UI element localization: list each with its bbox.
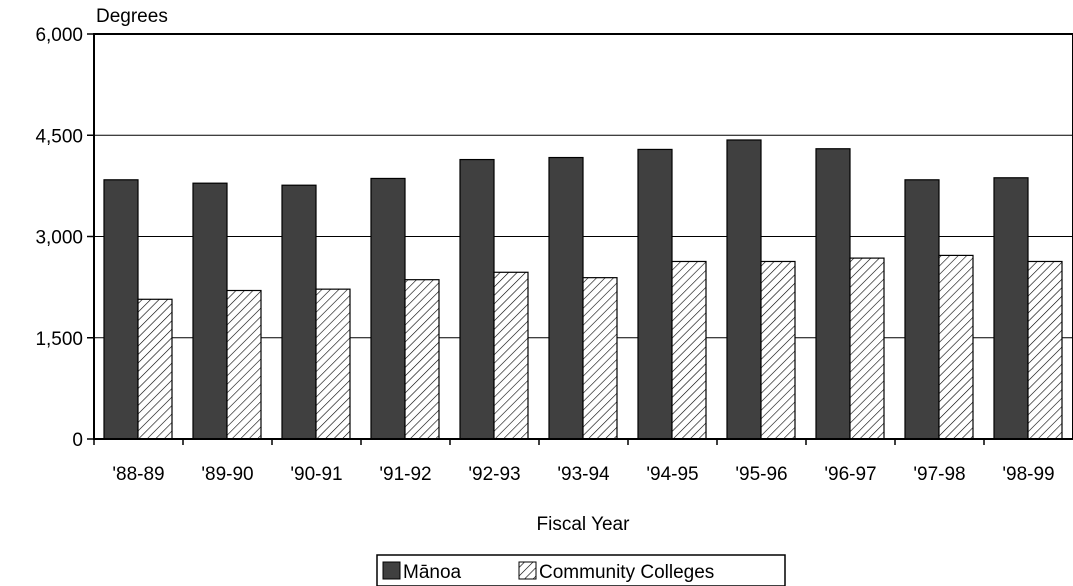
bar-manoa (103, 179, 139, 440)
x-tick-label: '89-90 (201, 464, 253, 485)
bar-manoa (548, 156, 584, 440)
bar-manoa (637, 148, 673, 440)
y-tick-label: 1,500 (35, 329, 83, 350)
x-tick-label: '95-96 (735, 464, 787, 485)
x-tick-label: '96-97 (824, 464, 876, 485)
bar-manoa (281, 184, 317, 440)
legend-label-manoa: Mānoa (403, 562, 462, 583)
y-ticks: 0 1,500 3,000 4,500 6,000 (35, 25, 94, 451)
bars (103, 139, 1063, 440)
x-tick-label: '91-92 (379, 464, 431, 485)
bar-manoa (815, 148, 851, 440)
bar-community-colleges (938, 254, 974, 440)
bar-community-colleges (404, 279, 440, 440)
bar-community-colleges (1027, 260, 1063, 440)
x-tick-label: '98-99 (1002, 464, 1054, 485)
bar-community-colleges (137, 298, 173, 440)
y-tick-label: 3,000 (35, 228, 83, 249)
y-tick-label: 0 (72, 430, 83, 451)
bar-manoa (726, 139, 762, 440)
x-tick-label: '88-89 (112, 464, 164, 485)
bar-community-colleges (226, 289, 262, 440)
x-tick-label: '90-91 (290, 464, 342, 485)
bar-community-colleges (760, 260, 796, 440)
x-tick-label: '94-95 (646, 464, 698, 485)
legend: Mānoa Community Colleges (376, 554, 786, 586)
x-axis-title: Fiscal Year (537, 514, 631, 535)
bar-community-colleges (671, 260, 707, 440)
x-tick-label: '92-93 (468, 464, 520, 485)
bar-manoa (993, 177, 1029, 440)
bar-community-colleges (315, 288, 351, 440)
legend-swatch-community-colleges (518, 561, 537, 580)
bar-manoa (459, 158, 495, 440)
y-axis-title: Degrees (96, 6, 168, 27)
bar-manoa (904, 179, 940, 440)
y-tick-label: 6,000 (35, 25, 83, 46)
x-tick-label: '93-94 (557, 464, 610, 485)
bar-manoa (192, 182, 228, 440)
bar-community-colleges (493, 271, 529, 440)
x-tick-label: '97-98 (913, 464, 965, 485)
legend-label-community-colleges: Community Colleges (539, 562, 714, 583)
y-tick-label: 4,500 (35, 126, 83, 147)
bar-community-colleges (582, 277, 618, 440)
bar-community-colleges (849, 257, 885, 440)
x-tick-labels: '88-89 '89-90 '90-91 '91-92 '92-93 '93-94 '94-… (93, 439, 1055, 485)
bar-manoa (370, 177, 406, 440)
legend-swatch-manoa (382, 561, 401, 580)
legend-box (376, 554, 786, 586)
